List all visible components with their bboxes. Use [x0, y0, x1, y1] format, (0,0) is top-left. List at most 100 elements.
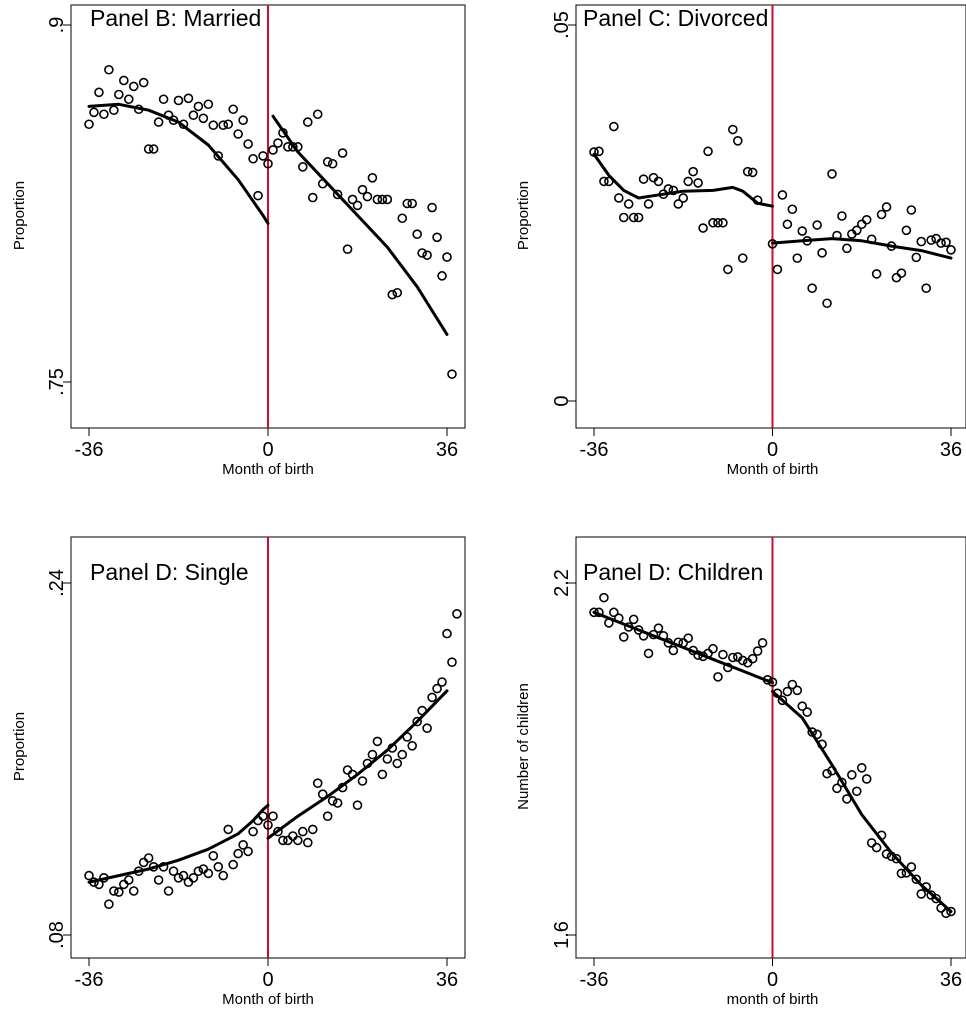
data-point — [332, 189, 343, 200]
data-point — [397, 749, 408, 760]
data-point — [422, 723, 432, 734]
data-point — [432, 232, 442, 243]
data-point — [643, 199, 654, 209]
data-point — [747, 167, 758, 178]
data-point — [782, 686, 793, 697]
data-point — [312, 109, 323, 120]
fit-line-right — [266, 689, 449, 840]
x-tick-label: 0 — [262, 439, 273, 461]
data-point — [633, 212, 644, 223]
data-point — [307, 824, 318, 835]
x-tick-label: -36 — [75, 439, 104, 461]
data-point — [268, 145, 278, 155]
data-point — [847, 770, 857, 780]
data-point — [228, 859, 238, 870]
data-point — [742, 166, 753, 177]
data-point — [223, 824, 234, 835]
data-point — [327, 795, 338, 806]
data-point — [802, 707, 813, 717]
data-point — [119, 75, 129, 86]
data-point — [248, 826, 258, 837]
panel-children: Panel D: Children 1.6 2.2 -36 0 36 month of bi… — [515, 536, 966, 1008]
data-point — [936, 238, 946, 248]
data-point — [861, 214, 872, 225]
data-point — [163, 886, 174, 896]
data-point — [737, 655, 748, 666]
data-point — [173, 95, 184, 106]
data-point — [851, 225, 862, 236]
data-point — [688, 166, 698, 177]
data-point — [298, 826, 308, 837]
data-point — [837, 211, 847, 221]
data-point — [302, 837, 313, 848]
data-point — [837, 777, 847, 788]
data-point — [618, 212, 629, 223]
data-point — [357, 776, 368, 786]
data-point — [896, 268, 907, 278]
data-point — [198, 113, 209, 124]
data-point — [599, 176, 609, 187]
data-point — [628, 614, 639, 625]
y-tick-label: .08 — [46, 921, 68, 949]
data-point — [153, 875, 164, 885]
data-point — [807, 283, 817, 294]
y-tick-label: .75 — [46, 368, 68, 396]
data-point — [283, 835, 293, 846]
data-point — [158, 94, 169, 105]
data-point — [797, 226, 808, 236]
data-point — [911, 874, 922, 885]
data-point — [422, 250, 432, 260]
data-point — [698, 223, 708, 233]
data-point — [609, 121, 619, 132]
data-point — [856, 219, 867, 230]
data-point — [792, 253, 803, 263]
data-point — [114, 89, 124, 100]
data-point — [931, 893, 941, 904]
y-tick-label: .05 — [551, 11, 573, 39]
x-tick-label: 36 — [940, 439, 962, 461]
fit-line-left — [592, 152, 774, 208]
data-point — [906, 205, 917, 215]
plot-frame — [575, 536, 966, 959]
data-point — [128, 886, 139, 896]
data-point — [827, 169, 837, 179]
data-point — [228, 104, 238, 115]
x-axis-title: Month of birth — [222, 461, 314, 478]
data-point — [243, 846, 253, 857]
data-point — [143, 144, 154, 154]
data-point — [817, 248, 827, 258]
data-point — [263, 820, 273, 830]
data-point — [372, 194, 383, 205]
data-point — [442, 628, 452, 639]
data-point — [861, 774, 872, 784]
data-point — [427, 202, 437, 213]
data-point — [322, 157, 333, 167]
data-point — [138, 77, 149, 88]
y-axis-title: Proportion — [11, 181, 28, 250]
data-point — [599, 592, 609, 603]
data-point — [293, 835, 303, 846]
data-point — [891, 853, 902, 864]
data-point — [777, 190, 788, 200]
data-point — [452, 608, 462, 619]
data-point — [382, 754, 393, 764]
panel-divorced: Panel C: Divorced 0 .05 -36 0 36 Month of birt… — [515, 4, 966, 478]
data-point — [372, 736, 383, 747]
data-point — [143, 853, 154, 863]
data-point — [723, 264, 733, 275]
data-point — [178, 870, 189, 881]
y-axis-title: Number of children — [515, 683, 532, 810]
data-point — [367, 749, 378, 760]
data-point — [168, 866, 179, 877]
data-point — [263, 158, 273, 169]
data-point — [926, 235, 936, 245]
data-point — [243, 139, 253, 149]
data-point — [302, 117, 313, 127]
data-point — [437, 677, 447, 687]
data-point — [916, 236, 927, 247]
data-point — [747, 653, 758, 664]
data-point — [916, 889, 927, 899]
data-point — [941, 908, 951, 919]
data-point — [442, 252, 452, 262]
data-point — [876, 209, 887, 220]
